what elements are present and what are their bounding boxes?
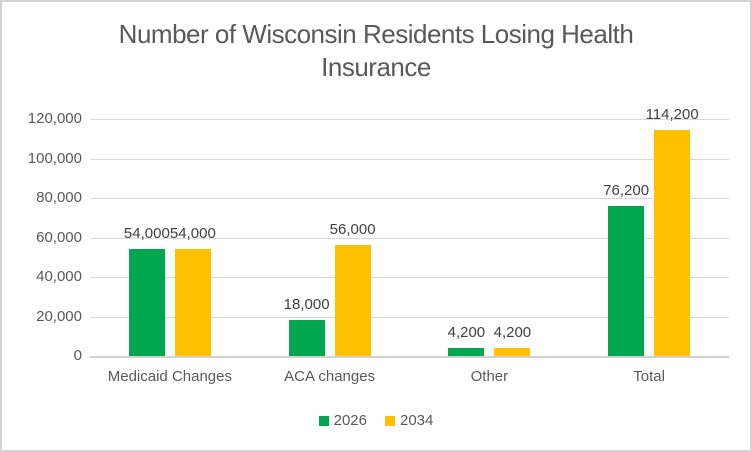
y-tick-label-0: 0: [73, 347, 82, 364]
x-axis: Medicaid Changes ACA changes Other Total: [90, 368, 729, 386]
bar-2034-aca-changes: [334, 245, 371, 356]
y-tick-label-20000: 20,000: [36, 307, 82, 325]
gridline-120000: [90, 119, 729, 120]
y-axis: 0 20,000 40,000 60,000 80,000 100,000 120,000: [2, 2, 82, 450]
legend-label-2034: 2034: [400, 412, 434, 429]
bar-label-2026-aca-changes: 18,000: [283, 296, 330, 314]
bar-label-2034-medicaid-changes: 54,000: [169, 225, 216, 243]
bar-label-2034-total: 114,200: [645, 106, 699, 124]
bar-label-2026-medicaid-changes: 54,000: [123, 225, 170, 243]
y-tick-label-100000: 100,000: [27, 149, 82, 167]
legend-swatch-2026-icon: [318, 415, 329, 426]
gridline-100000: [90, 158, 729, 160]
bar-2026-other: [448, 347, 485, 356]
bar-2034-other: [494, 347, 531, 356]
y-tick-label-80000: 80,000: [36, 189, 82, 206]
bar-label-2034-aca-changes: 56,000: [329, 221, 376, 239]
category-label-aca-changes: ACA changes: [284, 368, 376, 385]
gridline-80000: [90, 198, 729, 199]
category-label-total: Total: [633, 368, 665, 385]
legend-swatch-2034-icon: [385, 415, 395, 426]
legend-item-2026: 2026: [318, 412, 367, 429]
bar-label-2026-other: 4,200: [447, 323, 486, 341]
y-tick-label-60000: 60,000: [36, 228, 82, 246]
category-label-medicaid-changes: Medicaid Changes: [107, 368, 232, 385]
legend-label-2026: 2026: [333, 412, 367, 429]
bar-2034-medicaid-changes: [174, 249, 211, 356]
gridline-40000: [90, 277, 729, 278]
bar-label-2026-total: 76,200: [603, 181, 650, 199]
chart-title-line-2: Insurance: [321, 52, 431, 82]
bar-label-2034-other: 4,200: [493, 323, 532, 341]
gridline-60000: [90, 237, 729, 239]
plot-area: 54,000 54,000 18,000 56,000 4,200 4,200 76,200…: [90, 106, 729, 358]
bar-2026-medicaid-changes: [128, 249, 165, 356]
bar-2026-total: [608, 205, 645, 356]
category-label-other: Other: [470, 368, 509, 385]
y-tick-label-120000: 120,000: [27, 110, 82, 127]
gridline-20000: [90, 316, 729, 318]
legend: 2026 2034: [2, 412, 750, 429]
legend-item-2034: 2034: [385, 412, 433, 429]
bar-2034-total: [654, 130, 691, 356]
bar-2026-aca-changes: [288, 320, 325, 356]
y-tick-label-40000: 40,000: [36, 268, 82, 285]
chart-title-line-1: Number of Wisconsin Residents Losing Hea…: [118, 19, 634, 49]
chart-title: Number of Wisconsin Residents Losing Hea…: [2, 18, 750, 84]
